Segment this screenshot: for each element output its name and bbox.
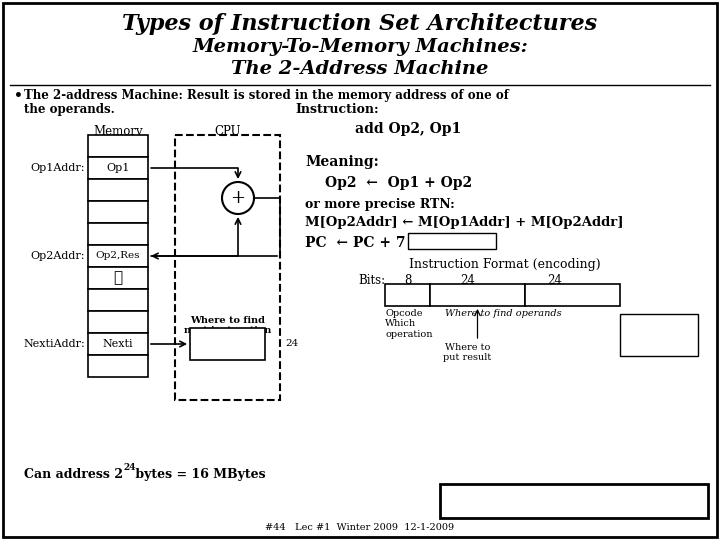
Text: PC  ← PC + 7: PC ← PC + 7: [305, 236, 405, 250]
Text: The 2-Address Machine: The 2-Address Machine: [231, 60, 489, 78]
Text: Where to find
next instruction: Where to find next instruction: [184, 316, 271, 335]
Text: 24: 24: [123, 463, 135, 472]
Bar: [190, 328, 265, 360]
Text: Memory: Memory: [93, 125, 143, 138]
Text: Increment PC: Increment PC: [418, 237, 486, 246]
Bar: [175, 135, 280, 400]
Text: NextiAddr:: NextiAddr:: [23, 339, 85, 349]
Text: Types of Instruction Set Architectures: Types of Instruction Set Architectures: [122, 13, 598, 35]
Bar: [440, 484, 708, 518]
Text: Bits:: Bits:: [358, 274, 385, 287]
Bar: [88, 311, 148, 333]
Text: Op1Addr: Op1Addr: [546, 288, 599, 301]
Text: 8: 8: [405, 274, 412, 287]
Text: Op1: Op1: [107, 163, 130, 173]
Text: or more precise RTN:: or more precise RTN:: [305, 198, 455, 211]
Text: Program
Counter (PC): Program Counter (PC): [195, 334, 260, 354]
Text: Op1Addr:: Op1Addr:: [30, 163, 85, 173]
Text: Op2Addr: Op2Addr: [451, 288, 505, 301]
Bar: [88, 245, 148, 267]
Text: 24: 24: [285, 340, 298, 348]
Text: Nexti: Nexti: [103, 339, 133, 349]
Text: Memory-To-Memory Machines:: Memory-To-Memory Machines:: [192, 38, 528, 56]
Text: 24: 24: [548, 274, 562, 287]
Text: •: •: [14, 89, 23, 103]
Text: Op2,Res: Op2,Res: [96, 252, 140, 260]
Bar: [88, 333, 148, 355]
Bar: [88, 135, 148, 157]
Bar: [408, 233, 496, 249]
Text: the operands.: the operands.: [24, 103, 114, 116]
Text: bytes = 16 MBytes: bytes = 16 MBytes: [131, 468, 266, 481]
Bar: [525, 284, 620, 306]
Text: Instruction
Size:
7 bytes: Instruction Size: 7 bytes: [631, 318, 686, 348]
Text: CPU: CPU: [215, 125, 240, 138]
Bar: [430, 284, 525, 306]
Text: The 2-address Machine: Result is stored in the memory address of one of: The 2-address Machine: Result is stored …: [24, 89, 509, 102]
Text: 24: 24: [461, 274, 475, 287]
Bar: [385, 284, 430, 306]
Text: #44   Lec #1  Winter 2009  12-1-2009: #44 Lec #1 Winter 2009 12-1-2009: [266, 523, 454, 532]
Bar: [620, 314, 698, 356]
Text: Instruction Format (encoding): Instruction Format (encoding): [409, 258, 600, 271]
Text: Instruction:: Instruction:: [295, 103, 379, 116]
Text: Meaning:: Meaning:: [305, 155, 379, 169]
Text: Where to find operands: Where to find operands: [445, 309, 562, 318]
Text: M[Op2Addr] ← M[Op1Addr] + M[Op2Addr]: M[Op2Addr] ← M[Op1Addr] + M[Op2Addr]: [305, 216, 624, 229]
Text: Where to
put result: Where to put result: [444, 343, 492, 362]
Text: Op2  ←  Op1 + Op2: Op2 ← Op1 + Op2: [325, 176, 472, 190]
Bar: [88, 355, 148, 377]
Bar: [88, 157, 148, 179]
Text: add Op2, Op1: add Op2, Op1: [355, 122, 462, 136]
Bar: [88, 179, 148, 201]
Text: +: +: [230, 189, 246, 207]
Text: Opcode
Which
operation: Opcode Which operation: [385, 309, 433, 339]
Bar: [88, 223, 148, 245]
Text: Can address 2: Can address 2: [24, 468, 123, 481]
Text: EECC550 - Shaaban: EECC550 - Shaaban: [465, 492, 683, 510]
Text: add: add: [397, 288, 418, 301]
Text: ⋮: ⋮: [114, 271, 122, 285]
Text: Op2Addr:: Op2Addr:: [30, 251, 85, 261]
Bar: [88, 201, 148, 223]
Bar: [88, 289, 148, 311]
Bar: [88, 267, 148, 289]
